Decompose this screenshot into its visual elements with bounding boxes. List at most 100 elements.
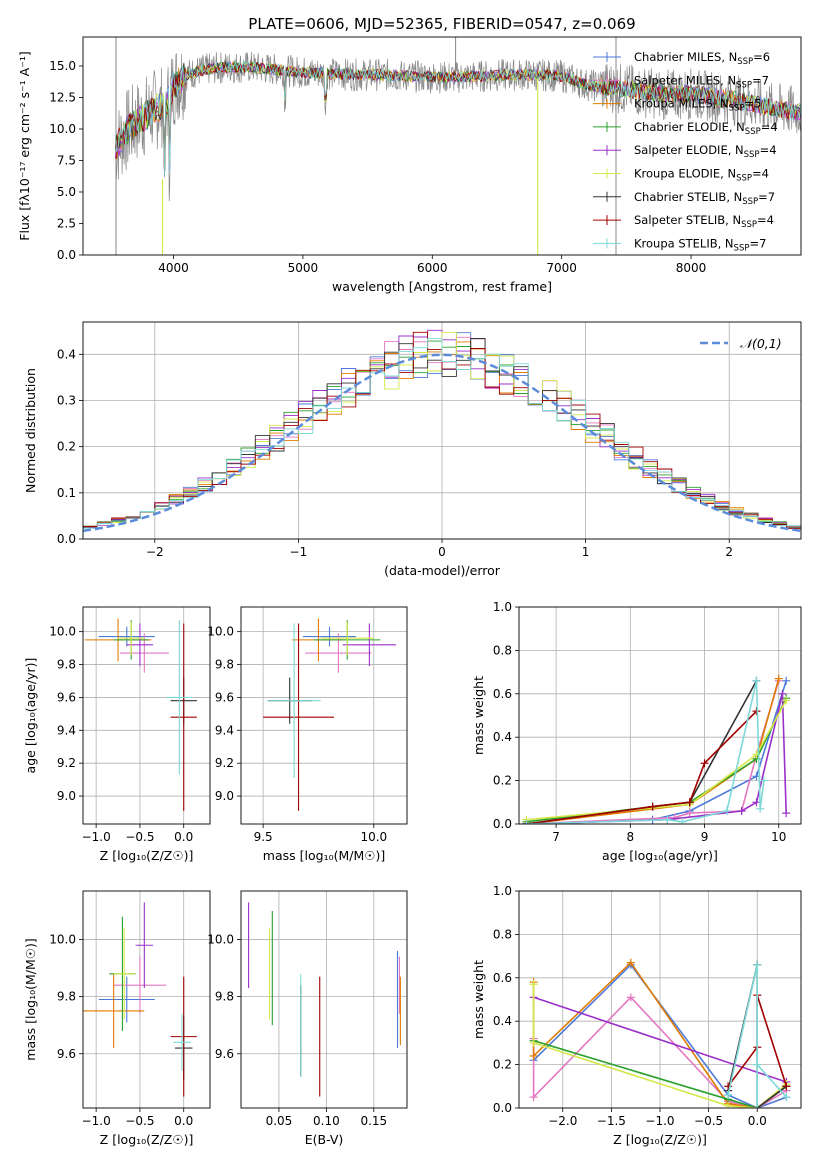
- legend-label: Salpeter MILES, NSSP=7: [634, 73, 769, 90]
- x-tick-label: −2.0: [548, 1114, 577, 1128]
- x-tick-label: −1.0: [82, 830, 111, 844]
- y-axis-label: age [log₁₀(age/yr)]: [23, 658, 38, 774]
- y-tick-label: 10.0: [49, 933, 76, 947]
- errorbar-points: [248, 902, 401, 1097]
- x-tick-label: 7000: [546, 261, 577, 275]
- x-tick-label: 1: [582, 545, 590, 559]
- x-tick-label: 6000: [417, 261, 448, 275]
- x-tick-label: 0.0: [748, 1114, 767, 1128]
- axes-frame: [82, 36, 802, 256]
- y-tick-label: 10.0: [207, 625, 234, 639]
- legend-label: 𝒩(0,1): [740, 336, 782, 351]
- age_vs_mass-axes: 9.5 10.0 9.0 9.2 9.4 9.6 9.8 10.0 mass [log₁₀(M/…: [207, 607, 407, 863]
- errorbar-points: [263, 618, 396, 811]
- y-tick-label: 9.8: [215, 990, 234, 1004]
- y-tick-label: 9.6: [57, 690, 76, 704]
- y-tick-label: 9.6: [215, 690, 234, 704]
- legend-label: Chabrier ELODIE, NSSP=4: [634, 120, 778, 137]
- spectrum-legend: Chabrier MILES, NSSP=6 Salpeter MILES, NS…: [593, 50, 778, 253]
- normal-curve: [83, 353, 801, 533]
- x-tick-label: 0.10: [313, 1114, 340, 1128]
- x-tick-label: −1.5: [597, 1114, 626, 1128]
- legend-label: Chabrier STELIB, NSSP=7: [634, 190, 775, 207]
- weight-series-line: [526, 678, 780, 824]
- errorbar-points: [83, 902, 197, 1097]
- legend-label: Kroupa ELODIE, NSSP=4: [634, 167, 769, 184]
- x-tick-label: 0.05: [266, 1114, 293, 1128]
- x-axis-label: E(B-V): [305, 1132, 344, 1147]
- x-tick-label: 0: [438, 545, 446, 559]
- y-axis-label: mass weight: [471, 676, 486, 755]
- axes-frame: [82, 321, 802, 540]
- model-spectrum-line: [114, 60, 801, 178]
- y-axis-label: Normed distribution: [23, 368, 38, 493]
- residual-histograms: [83, 329, 801, 539]
- y-tick-label: 12.5: [49, 90, 76, 104]
- y-tick-label: 9.4: [215, 723, 234, 737]
- x-axis-label: Z [log₁₀(Z/Z☉)]: [100, 848, 194, 863]
- x-tick-label: −0.5: [125, 830, 154, 844]
- y-tick-label: 10.0: [207, 933, 234, 947]
- axes-frame: [82, 890, 211, 1109]
- y-tick-label: 0.6: [493, 971, 512, 985]
- x-tick-label: −1.0: [645, 1114, 674, 1128]
- y-tick-label: 9.6: [215, 1047, 234, 1061]
- y-tick-label: 0.0: [493, 1101, 512, 1115]
- y-tick-label: 15.0: [49, 59, 76, 73]
- errorbar-points: [84, 618, 197, 811]
- mass_vs_ebv-axes: 0.05 0.10 0.15 9.6 9.8 10.0 E(B-V): [207, 891, 407, 1147]
- x-tick-label: −0.5: [125, 1114, 154, 1128]
- y-tick-label: 0.0: [57, 532, 76, 546]
- x-tick-label: 0.0: [174, 830, 193, 844]
- y-tick-label: 10.0: [49, 122, 76, 136]
- weight-series-line: [533, 996, 787, 1083]
- weight-series-line: [526, 680, 780, 824]
- x-tick-label: −1: [290, 545, 308, 559]
- y-tick-label: 9.8: [57, 658, 76, 672]
- y-tick-label: 1.0: [493, 600, 512, 614]
- x-tick-label: 8000: [676, 261, 707, 275]
- legend-label: Kroupa MILES, NSSP=5: [634, 97, 761, 114]
- histogram-series: [83, 338, 801, 539]
- y-tick-label: 0.2: [493, 1058, 512, 1072]
- x-axis-label: age [log₁₀(age/yr)]: [602, 848, 718, 863]
- figure-title: PLATE=0606, MJD=52365, FIBERID=0547, z=0…: [248, 15, 635, 33]
- spectrum-axes: 4000 5000 6000 7000 8000 0.0 2.5 5.0 7.5 10.0 12.5…: [17, 51, 706, 294]
- age_vs_Z-axes: −1.0 −0.5 0.0 9.0 9.2 9.4 9.6 9.8 10.0 Z [log₁₀(Z…: [23, 607, 210, 863]
- x-tick-label: 4000: [158, 261, 189, 275]
- x-tick-label: 10: [771, 830, 786, 844]
- y-tick-label: 0.1: [57, 486, 76, 500]
- y-axis-label: mass weight: [471, 960, 486, 1039]
- y-tick-label: 9.6: [57, 1047, 76, 1061]
- x-tick-label: 9: [701, 830, 709, 844]
- x-tick-label: 7: [552, 830, 560, 844]
- y-tick-label: 0.4: [493, 730, 512, 744]
- y-tick-label: 0.4: [493, 1014, 512, 1028]
- x-tick-label: 0.0: [174, 1114, 193, 1128]
- y-tick-label: 5.0: [57, 185, 76, 199]
- x-tick-label: −0.5: [694, 1114, 723, 1128]
- y-tick-label: 0.8: [493, 927, 512, 941]
- x-tick-label: 2: [725, 545, 733, 559]
- weight-series-line: [727, 964, 787, 1108]
- y-tick-label: 0.2: [57, 440, 76, 454]
- chart-panels: 4000 5000 6000 7000 80000.02.55.07.510.012.5…: [17, 36, 802, 1147]
- legend-label: Chabrier MILES, NSSP=6: [634, 50, 770, 67]
- weight-series: [522, 674, 791, 824]
- y-axis-label: mass [log₁₀(M/M☉)]: [23, 938, 38, 1060]
- axes-frame: [82, 606, 211, 825]
- y-tick-label: 9.4: [57, 723, 76, 737]
- axes-frame: [240, 890, 408, 1109]
- y-tick-label: 0.6: [493, 687, 512, 701]
- x-axis-label: Z [log₁₀(Z/Z☉)]: [613, 1132, 707, 1147]
- x-tick-label: 10.0: [360, 830, 387, 844]
- x-tick-label: −2: [146, 545, 164, 559]
- legend-label: Salpeter STELIB, NSSP=4: [634, 213, 774, 230]
- axes-frame: [518, 890, 802, 1109]
- x-tick-label: 8: [626, 830, 634, 844]
- residual-legend: 𝒩(0,1): [700, 336, 782, 351]
- y-tick-label: 9.8: [57, 990, 76, 1004]
- legend-label: Salpeter ELODIE, NSSP=4: [634, 143, 777, 160]
- y-tick-label: 0.4: [57, 347, 76, 361]
